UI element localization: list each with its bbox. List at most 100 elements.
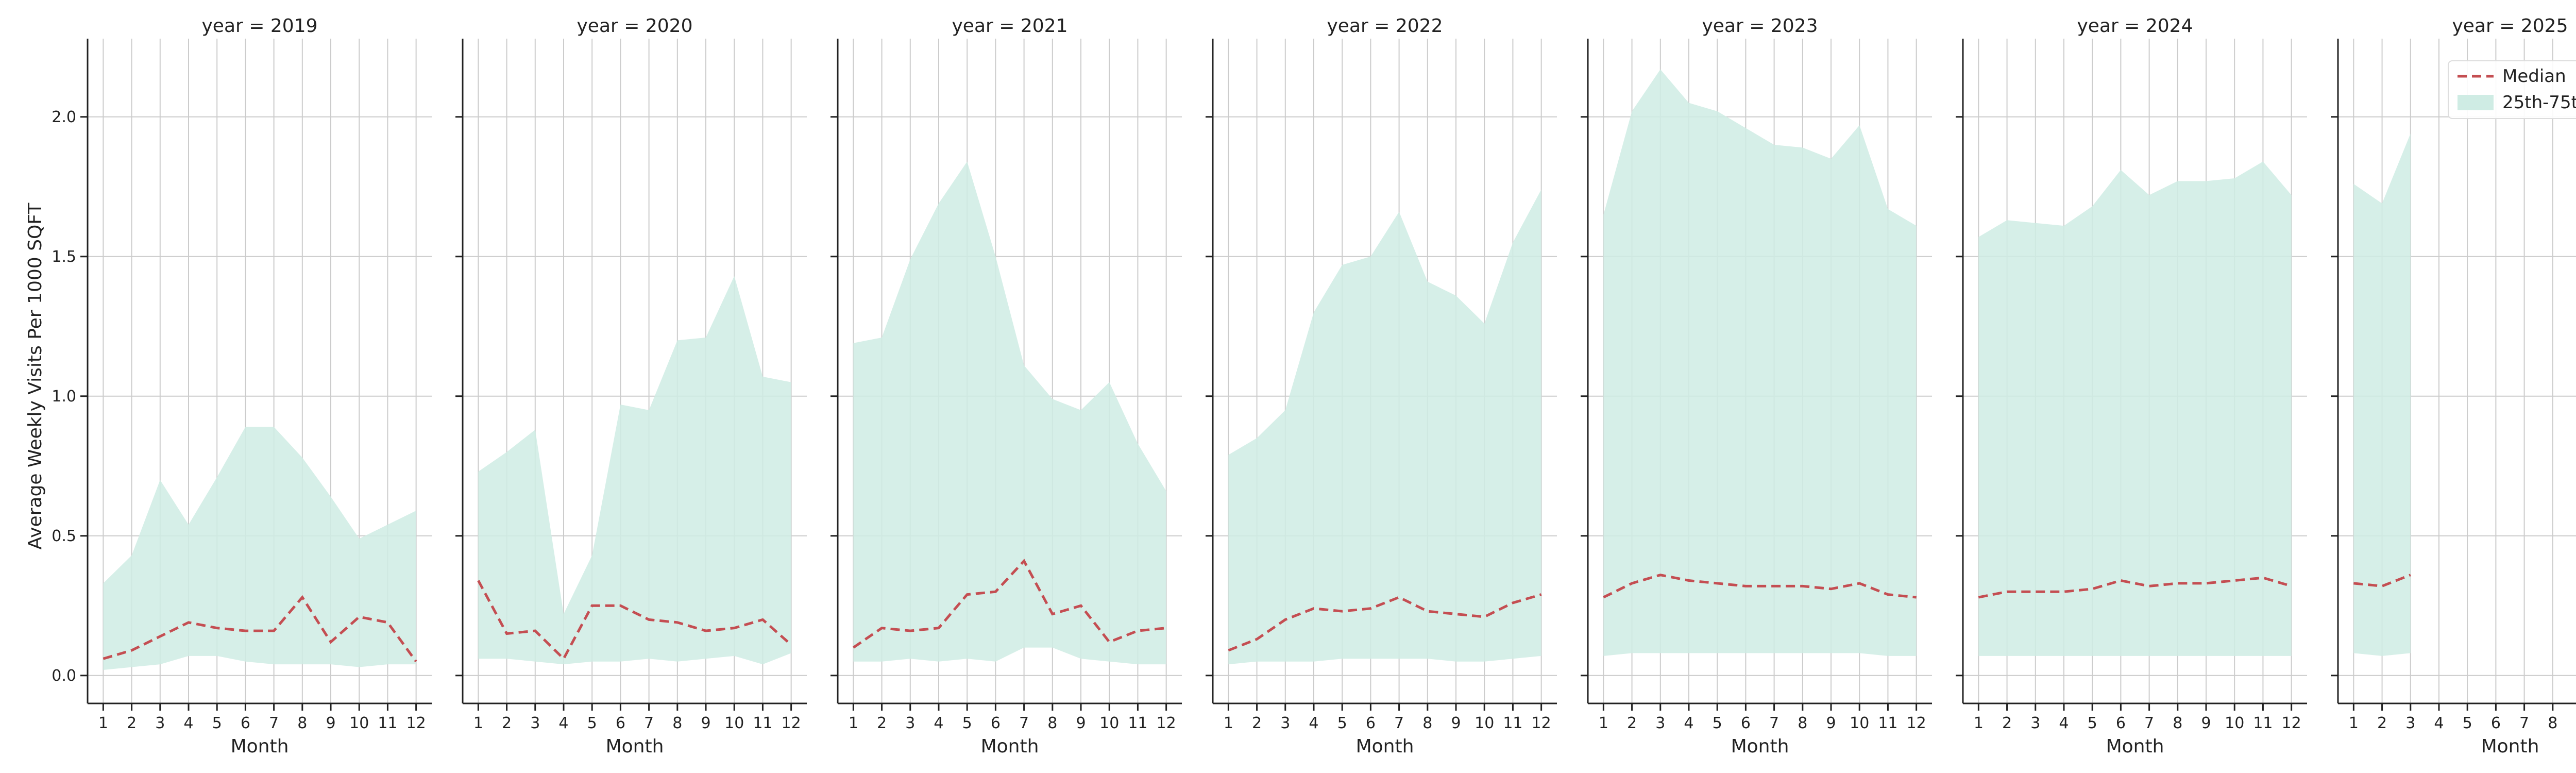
x-tick-label: 10 bbox=[1850, 714, 1869, 732]
x-tick-label: 8 bbox=[1047, 714, 1057, 732]
x-tick-label: 12 bbox=[1532, 714, 1551, 732]
x-tick-label: 2 bbox=[2377, 714, 2387, 732]
x-tick-label: 9 bbox=[1451, 714, 1461, 732]
x-tick-label: 3 bbox=[905, 714, 915, 732]
x-tick-label: 7 bbox=[1394, 714, 1404, 732]
x-tick-label: 2 bbox=[1627, 714, 1637, 732]
panel-title: year = 2021 bbox=[952, 15, 1068, 37]
x-tick-label: 5 bbox=[1713, 714, 1722, 732]
x-tick-label: 2 bbox=[1252, 714, 1262, 732]
x-tick-label: 10 bbox=[724, 714, 744, 732]
legend-band-label: 25th-75th Percentile bbox=[2502, 92, 2576, 113]
panel-title: year = 2023 bbox=[1702, 15, 1818, 37]
x-tick-label: 1 bbox=[1599, 714, 1608, 732]
median-line bbox=[852, 559, 1166, 649]
x-tick-label: 1 bbox=[1224, 714, 1233, 732]
x-tick-label: 11 bbox=[753, 714, 772, 732]
x-tick-label: 10 bbox=[1099, 714, 1119, 732]
panel-title: year = 2025 bbox=[2452, 15, 2568, 37]
x-axis-title: Month bbox=[606, 736, 664, 757]
x-tick-label: 4 bbox=[1309, 714, 1318, 732]
x-axis-title: Month bbox=[2106, 736, 2164, 757]
x-tick-label: 1 bbox=[473, 714, 483, 732]
x-tick-label: 5 bbox=[962, 714, 972, 732]
percentile-band bbox=[1978, 161, 2292, 656]
x-tick-label: 3 bbox=[1280, 714, 1290, 732]
percentile-band bbox=[103, 427, 416, 670]
x-tick-label: 3 bbox=[2405, 714, 2415, 732]
x-tick-label: 10 bbox=[349, 714, 369, 732]
y-tick-label: 0.5 bbox=[52, 527, 76, 545]
x-tick-label: 6 bbox=[1741, 714, 1751, 732]
x-tick-label: 12 bbox=[2282, 714, 2301, 732]
x-tick-label: 3 bbox=[1655, 714, 1665, 732]
x-tick-label: 5 bbox=[2088, 714, 2097, 732]
panel-title: year = 2024 bbox=[2077, 15, 2193, 37]
x-tick-label: 4 bbox=[2059, 714, 2069, 732]
x-tick-label: 4 bbox=[934, 714, 943, 732]
x-tick-label: 9 bbox=[701, 714, 710, 732]
x-tick-label: 7 bbox=[269, 714, 279, 732]
x-tick-label: 6 bbox=[241, 714, 250, 732]
x-tick-label: 9 bbox=[326, 714, 335, 732]
x-tick-label: 12 bbox=[1157, 714, 1176, 732]
percentile-band bbox=[853, 161, 1166, 665]
x-tick-label: 1 bbox=[98, 714, 108, 732]
median-line bbox=[103, 595, 417, 663]
x-tick-label: 10 bbox=[2225, 714, 2244, 732]
x-tick-label: 6 bbox=[2491, 714, 2501, 732]
y-tick-label: 0.0 bbox=[52, 667, 76, 685]
x-tick-label: 9 bbox=[1076, 714, 1086, 732]
x-tick-label: 1 bbox=[1974, 714, 1984, 732]
x-tick-label: 9 bbox=[1826, 714, 1836, 732]
x-tick-label: 2 bbox=[502, 714, 512, 732]
x-axis-title: Month bbox=[981, 736, 1039, 757]
x-tick-label: 12 bbox=[782, 714, 801, 732]
percentile-band bbox=[1228, 189, 1541, 665]
median-line bbox=[1228, 593, 1542, 652]
panel-title: year = 2022 bbox=[1327, 15, 1443, 37]
x-tick-label: 4 bbox=[183, 714, 193, 732]
x-tick-label: 6 bbox=[1366, 714, 1376, 732]
percentile-band bbox=[478, 276, 791, 665]
legend-band-swatch bbox=[2458, 95, 2494, 110]
x-tick-label: 8 bbox=[1798, 714, 1807, 732]
percentile-band bbox=[1603, 69, 1917, 656]
x-tick-label: 8 bbox=[2548, 714, 2557, 732]
x-tick-label: 8 bbox=[1422, 714, 1432, 732]
median-line bbox=[1978, 576, 2292, 599]
median-line bbox=[2353, 574, 2411, 587]
x-tick-label: 11 bbox=[378, 714, 397, 732]
x-tick-label: 5 bbox=[212, 714, 222, 732]
y-tick-label: 1.0 bbox=[52, 388, 76, 406]
x-tick-label: 2 bbox=[877, 714, 887, 732]
x-tick-label: 7 bbox=[2144, 714, 2154, 732]
x-tick-label: 6 bbox=[2116, 714, 2126, 732]
x-tick-label: 8 bbox=[297, 714, 307, 732]
x-tick-label: 9 bbox=[2201, 714, 2211, 732]
x-tick-label: 11 bbox=[1503, 714, 1522, 732]
x-tick-label: 4 bbox=[1684, 714, 1693, 732]
median-line bbox=[1603, 574, 1917, 599]
x-tick-label: 7 bbox=[644, 714, 654, 732]
x-tick-label: 7 bbox=[1769, 714, 1779, 732]
y-tick-label: 1.5 bbox=[52, 248, 76, 266]
x-tick-label: 2 bbox=[127, 714, 137, 732]
x-axis-title: Month bbox=[231, 736, 289, 757]
x-tick-label: 8 bbox=[672, 714, 682, 732]
median-line bbox=[477, 580, 792, 661]
panel-title: year = 2020 bbox=[577, 15, 693, 37]
x-tick-label: 4 bbox=[2434, 714, 2444, 732]
x-tick-label: 1 bbox=[849, 714, 858, 732]
x-tick-label: 5 bbox=[587, 714, 597, 732]
x-tick-label: 6 bbox=[616, 714, 625, 732]
x-tick-label: 12 bbox=[1907, 714, 1926, 732]
x-tick-label: 3 bbox=[530, 714, 540, 732]
x-tick-label: 5 bbox=[2463, 714, 2472, 732]
x-tick-label: 3 bbox=[2030, 714, 2040, 732]
y-axis-title: Average Weekly Visits Per 1000 SQFT bbox=[25, 203, 46, 550]
x-tick-label: 8 bbox=[2173, 714, 2182, 732]
x-tick-label: 1 bbox=[2349, 714, 2359, 732]
x-tick-label: 11 bbox=[2253, 714, 2273, 732]
